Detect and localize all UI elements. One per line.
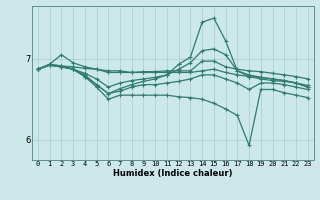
X-axis label: Humidex (Indice chaleur): Humidex (Indice chaleur)	[113, 169, 233, 178]
